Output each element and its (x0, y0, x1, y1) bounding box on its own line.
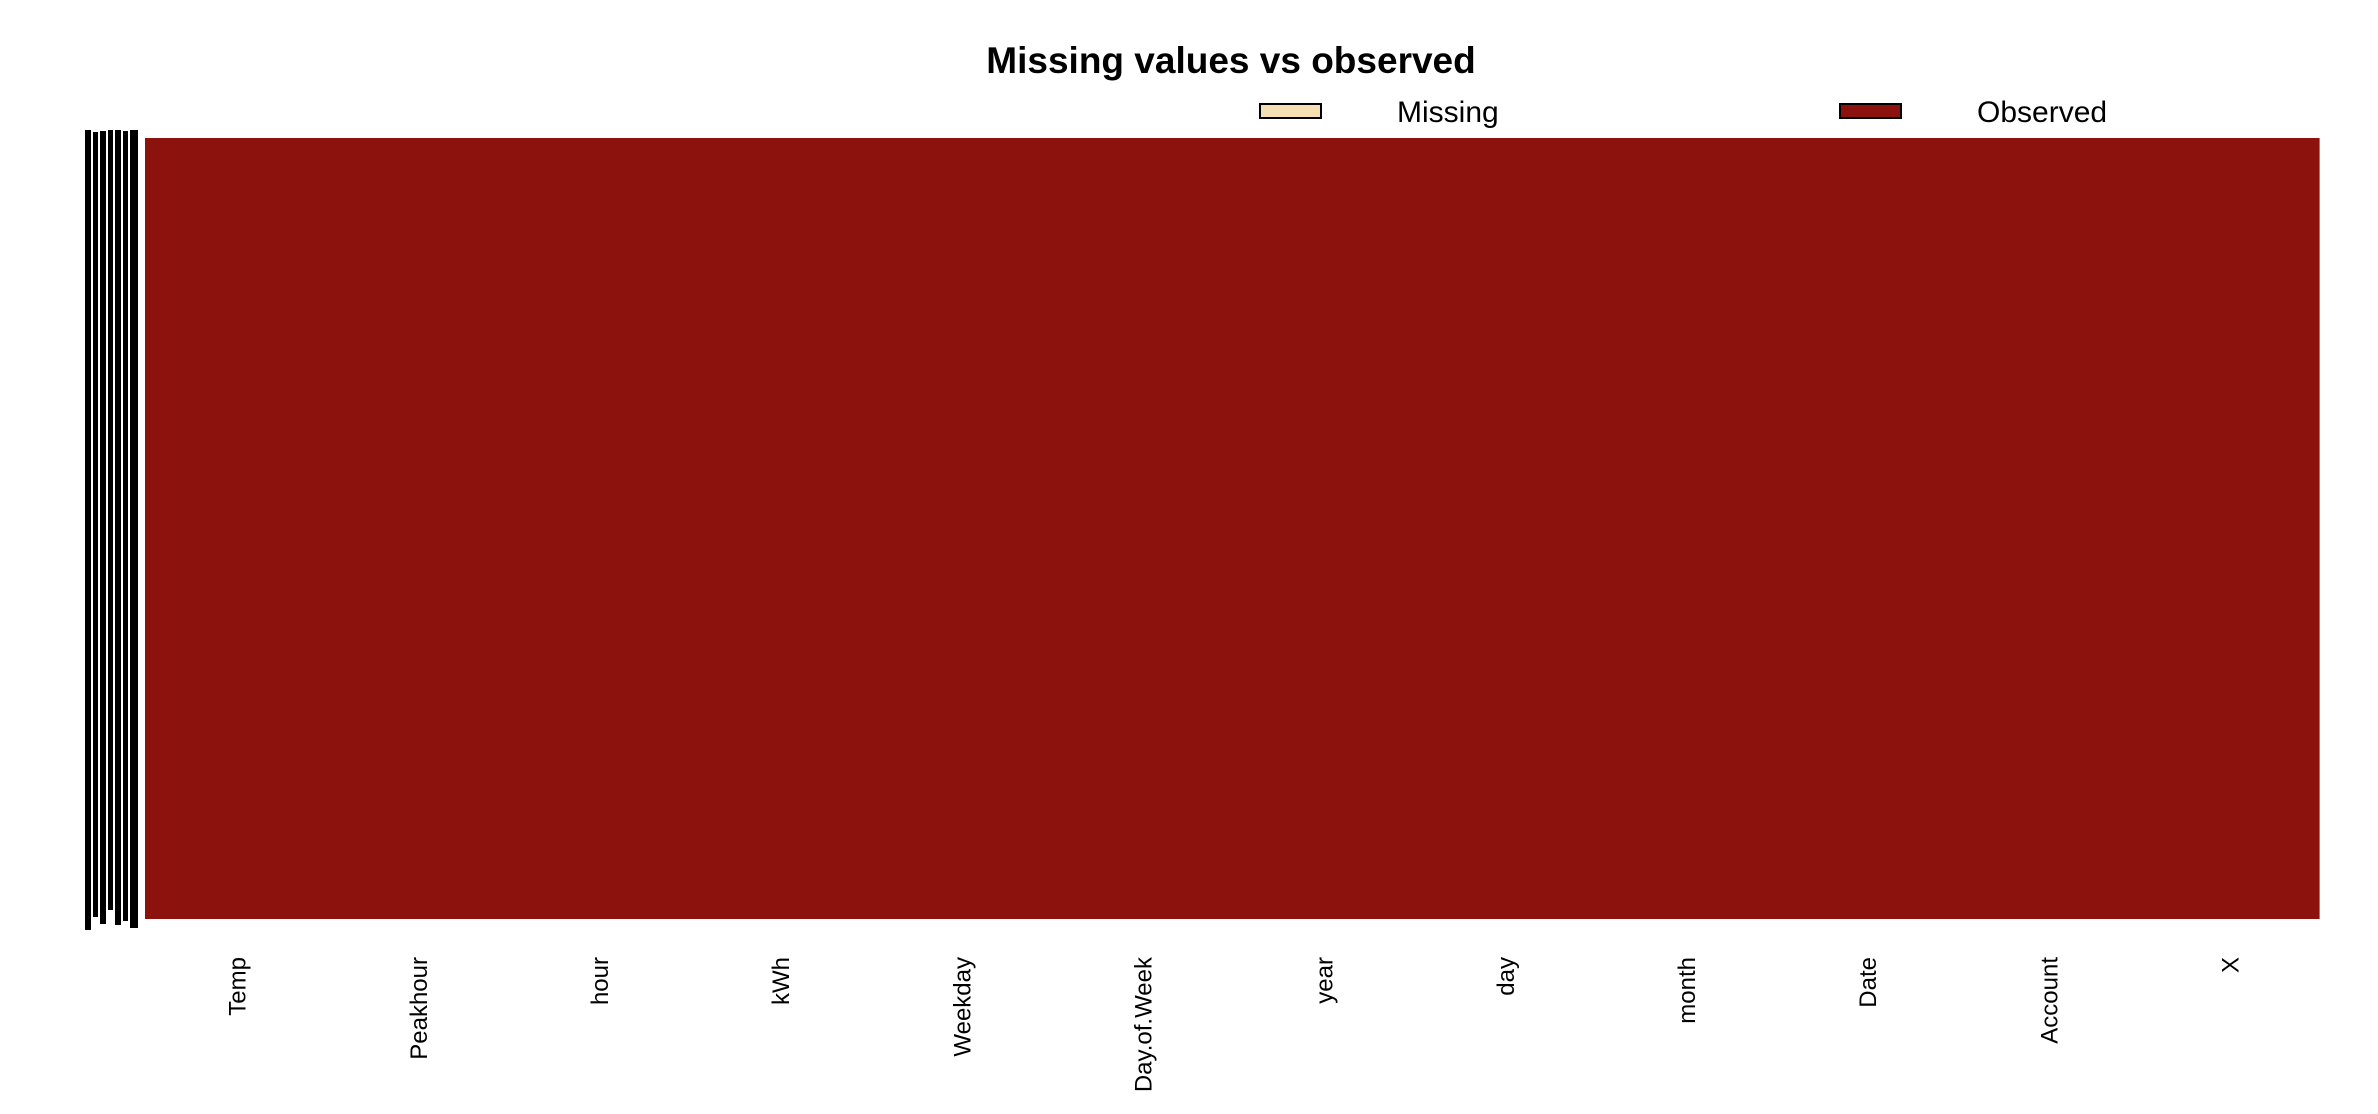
x-tick-label-account: Account (2036, 957, 2063, 1044)
legend: Missing Observed (1259, 96, 2107, 129)
observed-cell-day-of-week (1050, 138, 1233, 919)
x-tick-label-month: month (1674, 957, 1701, 1024)
legend-swatch-missing (1259, 103, 1322, 119)
x-tick-label-temp: Temp (225, 957, 252, 1016)
observed-cell-temp (145, 138, 327, 919)
x-tick-label-year: year (1312, 957, 1339, 1004)
x-tick-label-weekday: Weekday (949, 957, 976, 1057)
legend-label-observed: Observed (1977, 96, 2107, 129)
observed-cell-kwh (688, 138, 871, 919)
observed-cell-month (1594, 138, 1777, 919)
observed-cell-account (1956, 138, 2139, 919)
legend-label-missing: Missing (1397, 96, 1499, 129)
observed-cell-x (2137, 138, 2320, 919)
observed-cell-date (1775, 138, 1958, 919)
observed-cell-hour (507, 138, 690, 919)
x-tick-label-day-of-week: Day.of.Week (1130, 956, 1157, 1092)
missingness-matrix (145, 138, 2320, 919)
row-tick-stack-4 (108, 130, 113, 910)
row-tick-stack-1 (85, 130, 91, 930)
row-index-axis (85, 130, 138, 930)
x-tick-label-kwh: kWh (768, 957, 795, 1005)
x-tick-labels: Temp Peakhour hour kWh Weekday Day.of.Week yea… (225, 956, 2245, 1092)
x-tick-label-x: X (2217, 957, 2244, 973)
legend-swatch-observed (1839, 103, 1902, 119)
observed-cell-year (1232, 138, 1414, 919)
row-tick-stack-7 (130, 130, 138, 928)
row-tick-stack-2 (93, 132, 98, 917)
chart-title: Missing values vs observed (986, 40, 1475, 81)
x-tick-label-hour: hour (587, 957, 614, 1005)
observed-cell-weekday (869, 138, 1052, 919)
x-tick-label-day: day (1493, 957, 1520, 996)
observed-cell-day (1413, 138, 1595, 919)
row-tick-stack-6 (123, 131, 128, 921)
x-tick-label-peakhour: Peakhour (406, 957, 433, 1060)
row-tick-stack-3 (100, 131, 106, 924)
observed-cell-peakhour (326, 138, 508, 919)
x-tick-label-date: Date (1855, 957, 1882, 1008)
row-tick-stack-5 (115, 130, 121, 925)
